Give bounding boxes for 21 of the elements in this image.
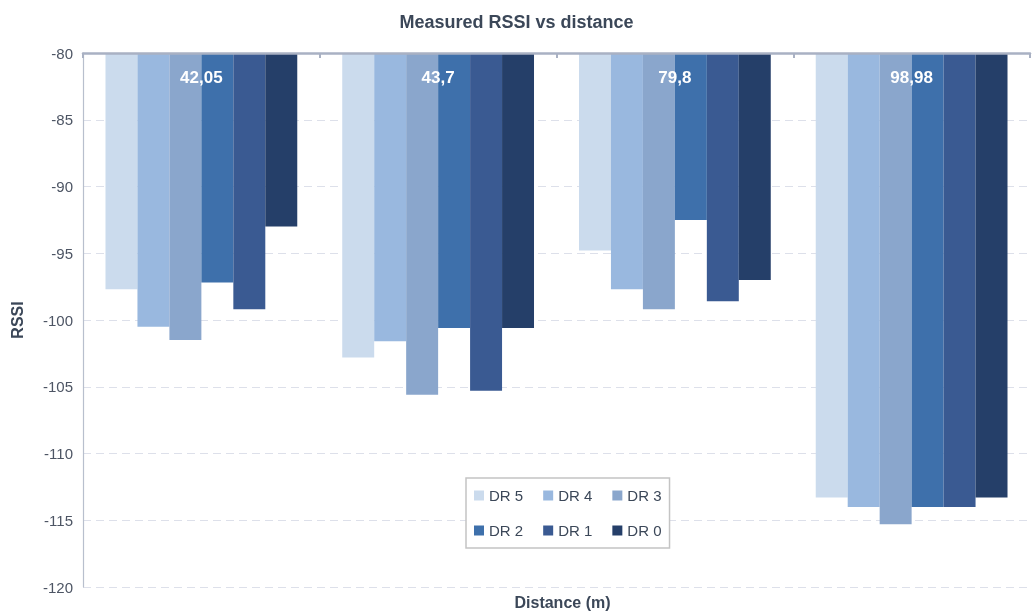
legend-label: DR 2 xyxy=(489,522,524,539)
y-tick-label: -90 xyxy=(51,178,73,195)
legend-label: DR 1 xyxy=(558,522,593,539)
x-tick-label: 42,05 xyxy=(180,68,223,87)
legend-label: DR 4 xyxy=(558,487,593,504)
x-tick-label: 79,8 xyxy=(658,68,692,87)
chart-title: Measured RSSI vs distance xyxy=(399,12,634,32)
legend-label: DR 3 xyxy=(627,487,662,504)
y-tick-label: -85 xyxy=(51,111,73,129)
y-tick-label: -100 xyxy=(42,311,73,329)
x-tick-label: 98,98 xyxy=(890,68,933,87)
y-tick-label: -110 xyxy=(44,445,73,462)
y-axis-title: RSSI xyxy=(8,301,26,339)
y-tick-label: -105 xyxy=(42,378,73,396)
y-tick-label: -80 xyxy=(51,44,73,62)
legend-label: DR 5 xyxy=(489,487,524,504)
y-tick-label: -95 xyxy=(51,244,73,262)
y-tick-label: -120 xyxy=(42,578,73,596)
legend-label: DR 0 xyxy=(627,522,662,539)
y-tick-label: -115 xyxy=(44,511,73,529)
x-axis-title: Distance (m) xyxy=(514,593,611,611)
